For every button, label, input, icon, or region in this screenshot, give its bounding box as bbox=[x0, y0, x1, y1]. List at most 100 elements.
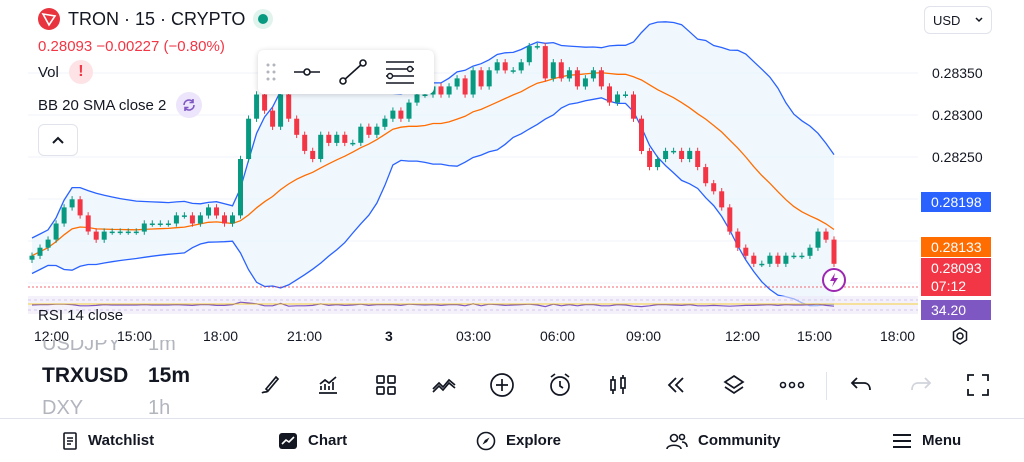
candle bbox=[807, 247, 813, 256]
lightning-icon[interactable] bbox=[822, 268, 846, 292]
candle bbox=[254, 94, 260, 119]
candle bbox=[727, 207, 733, 232]
collapse-legend-button[interactable] bbox=[38, 124, 78, 156]
volume-indicator[interactable]: Vol ! bbox=[38, 60, 93, 84]
candle bbox=[149, 223, 155, 225]
brush-icon[interactable] bbox=[250, 367, 290, 403]
time-axis-label: 12:00 bbox=[725, 328, 761, 344]
candle bbox=[526, 46, 532, 63]
candle bbox=[582, 78, 588, 87]
undo-icon[interactable] bbox=[848, 372, 874, 403]
layers-icon[interactable] bbox=[714, 367, 754, 403]
symbol-title: TRON · 15 · CRYPTO bbox=[68, 8, 246, 29]
price-axis-label: 0.28250 bbox=[932, 149, 983, 165]
candle bbox=[262, 94, 268, 111]
fullscreen-icon[interactable] bbox=[965, 372, 991, 403]
more-icon[interactable] bbox=[772, 367, 812, 403]
candle bbox=[133, 231, 139, 234]
candle bbox=[45, 239, 51, 248]
currency-select[interactable]: USD bbox=[924, 6, 992, 34]
candle bbox=[695, 150, 701, 167]
candle bbox=[85, 215, 91, 232]
candle bbox=[382, 118, 388, 127]
nav-community[interactable]: Community bbox=[666, 432, 781, 450]
rsi-pane bbox=[28, 296, 918, 314]
candle bbox=[462, 78, 468, 95]
candle bbox=[37, 247, 43, 256]
symbol-option-selected[interactable]: TRXUSD 15m bbox=[42, 362, 242, 390]
warning-icon[interactable]: ! bbox=[68, 60, 93, 84]
candle bbox=[775, 255, 781, 264]
bollinger-lower-line bbox=[31, 97, 835, 307]
chart-area[interactable] bbox=[0, 0, 1024, 350]
rsi-indicator[interactable]: RSI 14 close bbox=[38, 307, 123, 324]
time-axis-label: 15:00 bbox=[797, 328, 833, 344]
candle bbox=[478, 70, 484, 87]
bb-basis-price-tag: 0.28133 bbox=[921, 237, 991, 257]
candle bbox=[687, 150, 693, 159]
candle bbox=[117, 231, 123, 234]
nav-watchlist[interactable]: Watchlist bbox=[62, 431, 154, 450]
add-icon[interactable] bbox=[482, 367, 522, 403]
drag-handle-icon[interactable] bbox=[266, 62, 276, 82]
sync-icon[interactable] bbox=[176, 92, 203, 118]
layout-icon[interactable] bbox=[366, 367, 406, 403]
candle bbox=[815, 231, 821, 248]
nav-menu[interactable]: Menu bbox=[892, 432, 961, 449]
symbol-header[interactable]: TRON · 15 · CRYPTO bbox=[38, 8, 274, 30]
candle bbox=[390, 110, 396, 119]
candle bbox=[189, 215, 195, 224]
fib-retracement-icon[interactable] bbox=[384, 58, 416, 86]
redo-icon[interactable] bbox=[908, 372, 934, 403]
market-open-icon bbox=[253, 9, 274, 29]
symbol-option[interactable]: USDJPY 1m bbox=[42, 340, 176, 355]
candle bbox=[542, 46, 548, 79]
nav-chart[interactable]: Chart bbox=[278, 432, 347, 450]
bottom-navigation: Watchlist Chart Explore Community Menu bbox=[0, 418, 1024, 462]
time-axis-label: 18:00 bbox=[880, 328, 916, 344]
candle bbox=[751, 255, 757, 264]
price-axis-label: 0.28300 bbox=[932, 107, 983, 123]
candle bbox=[246, 118, 252, 159]
time-axis-label: 03:00 bbox=[456, 328, 492, 344]
candle bbox=[534, 46, 540, 48]
rsi-line bbox=[31, 301, 835, 308]
drawing-toolbar[interactable] bbox=[258, 50, 434, 94]
symbol-option[interactable]: DXY 1h bbox=[42, 396, 171, 419]
compare-icon[interactable] bbox=[424, 367, 464, 403]
chart-settings-icon[interactable] bbox=[950, 326, 970, 351]
nav-explore[interactable]: Explore bbox=[476, 431, 561, 451]
candle bbox=[438, 86, 444, 95]
menu-icon bbox=[893, 433, 911, 448]
candle bbox=[302, 134, 308, 151]
candle bbox=[767, 255, 773, 264]
candle bbox=[310, 150, 316, 159]
candle bbox=[197, 215, 203, 224]
candle bbox=[61, 207, 67, 224]
candle bbox=[93, 231, 99, 240]
horizontal-line-icon[interactable] bbox=[292, 62, 322, 82]
symbol-picker[interactable]: USDJPY 1m TRXUSD 15m DXY 1h bbox=[42, 340, 242, 420]
symbol-name: TRXUSD bbox=[42, 364, 129, 387]
candle bbox=[655, 159, 661, 168]
bollinger-indicator[interactable]: BB 20 SMA close 2 bbox=[38, 92, 203, 118]
alert-icon[interactable] bbox=[540, 367, 580, 403]
candle bbox=[647, 150, 653, 167]
trend-line-icon[interactable] bbox=[338, 58, 368, 86]
price-chart[interactable] bbox=[0, 0, 1024, 350]
bollinger-basis-line bbox=[31, 72, 835, 257]
chevron-up-icon bbox=[52, 136, 64, 144]
replay-icon[interactable] bbox=[656, 367, 696, 403]
candle bbox=[598, 70, 604, 87]
candle bbox=[374, 126, 380, 135]
candle bbox=[125, 231, 131, 234]
candle bbox=[486, 70, 492, 87]
candle bbox=[270, 110, 276, 127]
candles-icon[interactable] bbox=[598, 367, 638, 403]
currency-value: USD bbox=[933, 12, 961, 28]
timeframe: 15m bbox=[148, 364, 191, 387]
candle bbox=[831, 239, 837, 264]
candle bbox=[566, 70, 572, 79]
indicators-icon[interactable] bbox=[308, 367, 348, 403]
tron-logo-icon bbox=[38, 8, 60, 30]
